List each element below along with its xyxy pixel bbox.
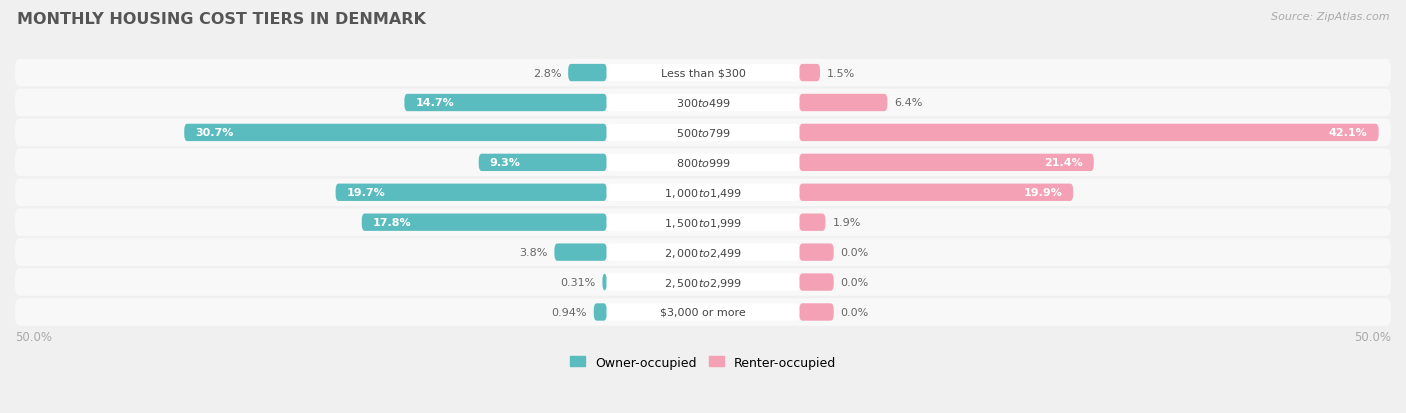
FancyBboxPatch shape — [15, 209, 1391, 236]
Text: $500 to $799: $500 to $799 — [675, 127, 731, 139]
FancyBboxPatch shape — [15, 90, 1391, 117]
Text: 0.94%: 0.94% — [551, 307, 586, 317]
FancyBboxPatch shape — [800, 274, 834, 291]
FancyBboxPatch shape — [606, 95, 800, 112]
Text: Less than $300: Less than $300 — [661, 69, 745, 78]
Text: MONTHLY HOUSING COST TIERS IN DENMARK: MONTHLY HOUSING COST TIERS IN DENMARK — [17, 12, 426, 27]
FancyBboxPatch shape — [405, 95, 606, 112]
Text: 1.5%: 1.5% — [827, 69, 855, 78]
Text: $800 to $999: $800 to $999 — [675, 157, 731, 169]
FancyBboxPatch shape — [800, 65, 820, 82]
FancyBboxPatch shape — [361, 214, 606, 231]
Text: 30.7%: 30.7% — [195, 128, 233, 138]
FancyBboxPatch shape — [800, 214, 825, 231]
FancyBboxPatch shape — [800, 304, 834, 321]
FancyBboxPatch shape — [606, 65, 800, 82]
Text: 14.7%: 14.7% — [415, 98, 454, 108]
FancyBboxPatch shape — [184, 124, 606, 142]
FancyBboxPatch shape — [602, 274, 606, 291]
Text: $300 to $499: $300 to $499 — [675, 97, 731, 109]
Text: 17.8%: 17.8% — [373, 218, 412, 228]
Text: $1,000 to $1,499: $1,000 to $1,499 — [664, 186, 742, 199]
FancyBboxPatch shape — [15, 299, 1391, 326]
FancyBboxPatch shape — [606, 154, 800, 172]
FancyBboxPatch shape — [800, 95, 887, 112]
FancyBboxPatch shape — [606, 124, 800, 142]
Text: 6.4%: 6.4% — [894, 98, 922, 108]
FancyBboxPatch shape — [15, 119, 1391, 147]
Text: 50.0%: 50.0% — [1354, 330, 1391, 343]
Text: $1,500 to $1,999: $1,500 to $1,999 — [664, 216, 742, 229]
Text: 2.8%: 2.8% — [533, 69, 561, 78]
Text: 50.0%: 50.0% — [15, 330, 52, 343]
Text: $2,000 to $2,499: $2,000 to $2,499 — [664, 246, 742, 259]
FancyBboxPatch shape — [568, 65, 606, 82]
FancyBboxPatch shape — [606, 214, 800, 231]
FancyBboxPatch shape — [554, 244, 606, 261]
FancyBboxPatch shape — [606, 244, 800, 261]
Text: 0.0%: 0.0% — [841, 278, 869, 287]
FancyBboxPatch shape — [15, 59, 1391, 87]
Text: 42.1%: 42.1% — [1329, 128, 1368, 138]
FancyBboxPatch shape — [800, 124, 1379, 142]
FancyBboxPatch shape — [606, 184, 800, 202]
Text: 21.4%: 21.4% — [1045, 158, 1083, 168]
FancyBboxPatch shape — [606, 304, 800, 321]
Text: 3.8%: 3.8% — [519, 247, 547, 257]
Text: Source: ZipAtlas.com: Source: ZipAtlas.com — [1271, 12, 1389, 22]
FancyBboxPatch shape — [606, 274, 800, 291]
FancyBboxPatch shape — [15, 239, 1391, 266]
FancyBboxPatch shape — [593, 304, 606, 321]
Text: 0.31%: 0.31% — [560, 278, 596, 287]
Text: 19.9%: 19.9% — [1024, 188, 1062, 198]
FancyBboxPatch shape — [336, 184, 606, 202]
Text: $3,000 or more: $3,000 or more — [661, 307, 745, 317]
FancyBboxPatch shape — [15, 179, 1391, 206]
FancyBboxPatch shape — [15, 268, 1391, 296]
FancyBboxPatch shape — [800, 154, 1094, 172]
FancyBboxPatch shape — [800, 184, 1073, 202]
FancyBboxPatch shape — [478, 154, 606, 172]
Text: $2,500 to $2,999: $2,500 to $2,999 — [664, 276, 742, 289]
Text: 9.3%: 9.3% — [489, 158, 520, 168]
Text: 0.0%: 0.0% — [841, 307, 869, 317]
FancyBboxPatch shape — [15, 149, 1391, 177]
Legend: Owner-occupied, Renter-occupied: Owner-occupied, Renter-occupied — [565, 351, 841, 374]
Text: 1.9%: 1.9% — [832, 218, 860, 228]
Text: 19.7%: 19.7% — [347, 188, 385, 198]
Text: 0.0%: 0.0% — [841, 247, 869, 257]
FancyBboxPatch shape — [800, 244, 834, 261]
